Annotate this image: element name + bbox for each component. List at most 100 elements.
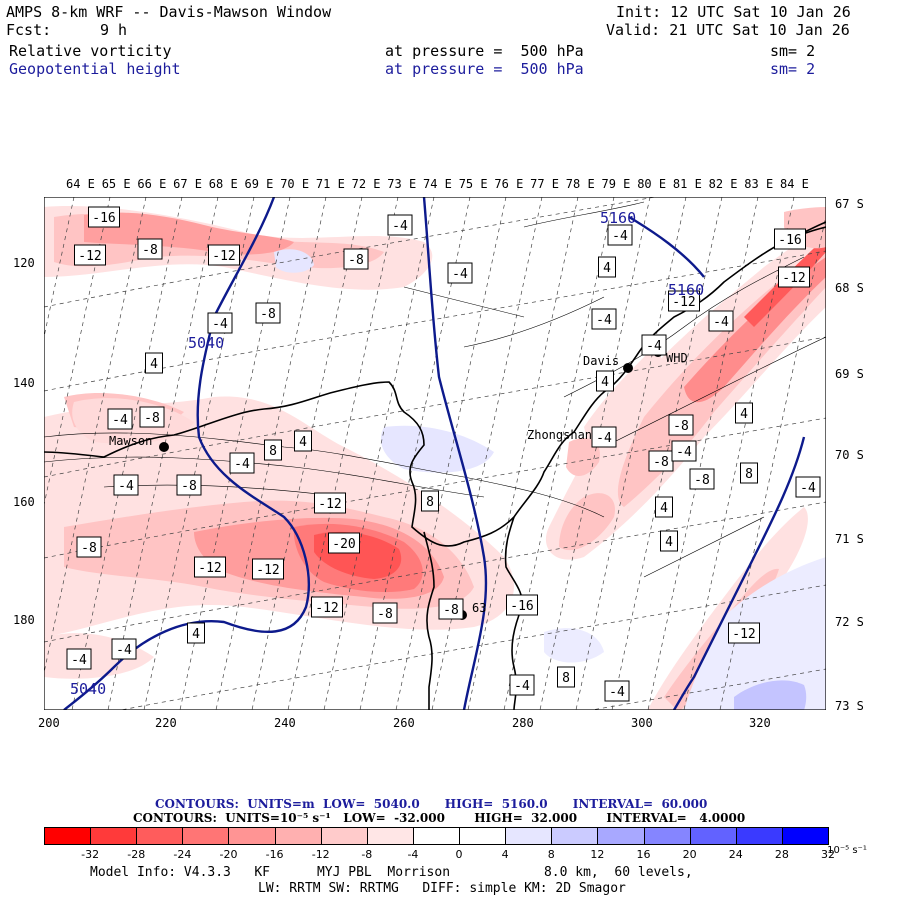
colorbar-tick-label: 24 bbox=[728, 848, 743, 861]
vorticity-label-box bbox=[387, 214, 413, 236]
colorbar-swatch bbox=[366, 827, 414, 845]
vorticity-label: -16 bbox=[510, 599, 533, 614]
vorticity-label: 4 bbox=[299, 435, 307, 450]
vorticity-label: 8 bbox=[745, 467, 753, 482]
colorbar-swatch bbox=[44, 827, 92, 845]
colorbar-swatch bbox=[505, 827, 553, 845]
colorbar-tick-label: -32 bbox=[81, 848, 100, 861]
vorticity-label: -4 bbox=[800, 481, 816, 496]
vorticity-label-box bbox=[598, 256, 616, 278]
vorticity-label: -12 bbox=[782, 271, 805, 286]
chart-title: AMPS 8-km WRF -- Davis-Mawson Window bbox=[6, 3, 332, 21]
station-dot-mawson bbox=[159, 442, 169, 452]
right-lat-label: 67 S bbox=[835, 197, 864, 211]
vorticity-label-box bbox=[596, 370, 614, 392]
right-lat-label: 72 S bbox=[835, 615, 864, 629]
vorticity-label-box bbox=[728, 622, 760, 644]
vorticity-label: 4 bbox=[603, 261, 611, 276]
colorbar-swatch bbox=[735, 827, 783, 845]
colorbar-tick-label: 28 bbox=[774, 848, 789, 861]
vorticity-label: -12 bbox=[198, 561, 221, 576]
vorticity-label: 4 bbox=[740, 407, 748, 422]
vorticity-label: -4 bbox=[452, 267, 468, 282]
height-label-5040-upper: 5040 bbox=[188, 334, 225, 352]
vorticity-label: -4 bbox=[676, 445, 692, 460]
vorticity-label: -8 bbox=[81, 541, 97, 556]
vorticity-label: 4 bbox=[660, 501, 668, 516]
colorbar-swatch bbox=[551, 827, 599, 845]
vorticity-label: -4 bbox=[612, 229, 628, 244]
colorbar-swatch bbox=[320, 827, 368, 845]
field2-level: at pressure = 500 hPa bbox=[385, 60, 584, 78]
colorbar-swatch bbox=[597, 827, 645, 845]
vorticity-label: -12 bbox=[732, 627, 755, 642]
vorticity-label-box bbox=[139, 406, 165, 428]
top-lon-label: 66 E bbox=[137, 177, 167, 191]
vorticity-label-box bbox=[438, 598, 464, 620]
vorticity-label-box bbox=[187, 622, 205, 644]
vorticity-label: -8 bbox=[142, 243, 158, 258]
vorticity-label: -8 bbox=[260, 307, 276, 322]
top-lon-label: 71 E bbox=[315, 177, 345, 191]
station-label-zhongshan: Zhongshan bbox=[527, 428, 593, 442]
height-label-5160-upper: 5160 bbox=[600, 209, 637, 227]
vorticity-label-box bbox=[137, 238, 163, 260]
vorticity-label: -8 bbox=[181, 479, 197, 494]
height-label-5160-lower: 5160 bbox=[668, 281, 705, 299]
station-label-whd: WHD bbox=[666, 351, 688, 365]
vorticity-label-group: -16-12 -8 -12-4-8-4-4-84-8-44-12-8-48-48-8… bbox=[66, 206, 821, 702]
field1-name: Relative vorticity bbox=[9, 42, 172, 60]
colorbar-tick-label: -8 bbox=[361, 848, 373, 861]
vorticity-label-box bbox=[208, 244, 240, 266]
vorticity-label-box bbox=[76, 536, 102, 558]
top-lon-label: 64 E bbox=[66, 177, 95, 191]
vorticity-label-box bbox=[421, 490, 439, 512]
top-lon-label: 77 E bbox=[530, 177, 559, 191]
right-lat-label: 70 S bbox=[835, 448, 864, 462]
vorticity-label-box bbox=[113, 474, 139, 496]
colorbar-tick-label: 8 bbox=[547, 848, 555, 861]
vorticity-label-box bbox=[294, 430, 312, 452]
vorticity-label: -8 bbox=[144, 411, 160, 426]
vorticity-label-box bbox=[557, 666, 575, 688]
vorticity-label-box bbox=[668, 414, 694, 436]
right-lat-label: 71 S bbox=[835, 532, 864, 546]
colorbar-swatch bbox=[689, 827, 737, 845]
top-lon-label: 67 E bbox=[173, 177, 202, 191]
vorticity-label-box bbox=[778, 266, 810, 288]
colorbar-tick-label: -28 bbox=[127, 848, 146, 861]
bottom-axis-label: 240 bbox=[274, 716, 296, 730]
model-info: Model Info: V4.3.3 KF MYJ PBL Morrison 8… bbox=[90, 865, 693, 880]
vorticity-label-box bbox=[229, 452, 255, 474]
vorticity-label: -16 bbox=[778, 233, 801, 248]
field1-smoothing: sm= 2 bbox=[770, 42, 816, 60]
top-lon-label: 69 E bbox=[244, 177, 274, 191]
vorticity-label: -4 bbox=[112, 413, 128, 428]
vorticity-label: -8 bbox=[694, 473, 710, 488]
colorbar-swatch bbox=[274, 827, 322, 845]
vorticity-label: -12 bbox=[315, 601, 338, 616]
colorbar-tick-label: 20 bbox=[682, 848, 697, 861]
top-lon-label: 72 E bbox=[351, 177, 381, 191]
left-axis-label: 160 bbox=[13, 495, 35, 509]
top-lon-label: 82 E bbox=[708, 177, 738, 191]
colorbar-tick-label: 32 bbox=[821, 848, 835, 861]
bottom-axis-label: 300 bbox=[631, 716, 653, 730]
forecast-label: Fcst: bbox=[6, 21, 52, 39]
left-axis-label: 180 bbox=[13, 613, 35, 627]
vorticity-label-box bbox=[372, 602, 398, 624]
vorticity-label-box bbox=[509, 674, 535, 696]
colorbar-tick-label: 4 bbox=[501, 848, 509, 861]
vorticity-label-box bbox=[88, 206, 120, 228]
vorticity-label-box bbox=[668, 290, 700, 312]
left-axis-label: 120 bbox=[13, 256, 35, 270]
vorticity-label-box bbox=[111, 638, 137, 660]
top-lon-label: 70 E bbox=[280, 177, 310, 191]
vorticity-label-box bbox=[264, 439, 282, 461]
colorbar-swatch bbox=[643, 827, 691, 845]
colorbar-swatch bbox=[412, 827, 461, 845]
colorbar-tick-label: -24 bbox=[173, 848, 192, 861]
vorticity-label-box bbox=[252, 558, 284, 580]
colorbar-tick-label: 12 bbox=[590, 848, 605, 861]
vorticity-label-box bbox=[607, 224, 633, 246]
